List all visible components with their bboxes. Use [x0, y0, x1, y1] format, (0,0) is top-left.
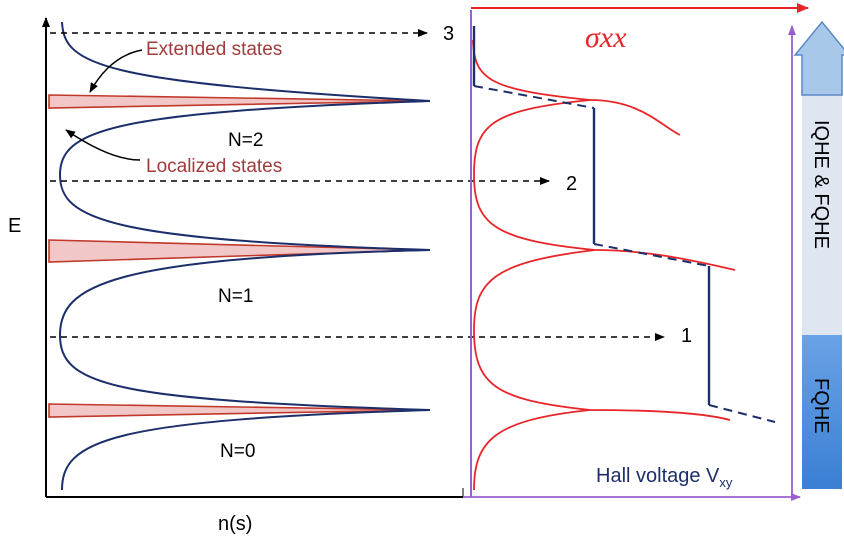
fermi-marker-3: 3: [443, 23, 454, 45]
dos-curve: [58, 21, 431, 491]
y-axis-label: E: [8, 215, 21, 237]
iqhe-fqhe-label: IQHE & FQHE: [810, 120, 832, 249]
iqhe-fqhe-region: [802, 95, 842, 335]
extended-states-arrow: [89, 49, 143, 93]
x-axis-label: n(s): [218, 513, 252, 535]
extended-states-label: Extended states: [146, 39, 282, 60]
fermi-lines: [50, 29, 665, 341]
fermi-marker-1: 1: [681, 325, 692, 347]
hall-voltage-label: Hall voltage Vxy: [596, 465, 733, 490]
sigma-xx-curve: [472, 39, 596, 491]
localized-states-label: Localized states: [146, 156, 282, 177]
up-arrow-icon: [793, 20, 844, 96]
regime-bar: IQHE & FQHE FQHE: [793, 20, 844, 489]
extended-state-wedges: [48, 94, 431, 418]
extended-wedge-n2: [48, 94, 431, 109]
localized-states-arrow: [65, 129, 141, 161]
hall-plateaus: [472, 26, 711, 405]
level-label-n2: N=2: [228, 130, 263, 151]
extended-wedge-n1: [48, 239, 431, 263]
sigma-xx-label: σxx: [585, 21, 627, 54]
hall-transitions: [473, 85, 776, 423]
fermi-marker-2: 2: [566, 173, 577, 195]
sigma-xx-curve-tail: [589, 99, 736, 421]
left-axes: [42, 17, 464, 498]
fqhe-label: FQHE: [810, 378, 832, 434]
level-label-n0: N=0: [220, 441, 255, 462]
fqhe-region: [802, 335, 842, 489]
level-label-n1: N=1: [218, 286, 253, 307]
extended-wedge-n0: [48, 403, 431, 418]
right-panel-frame: [463, 3, 809, 501]
